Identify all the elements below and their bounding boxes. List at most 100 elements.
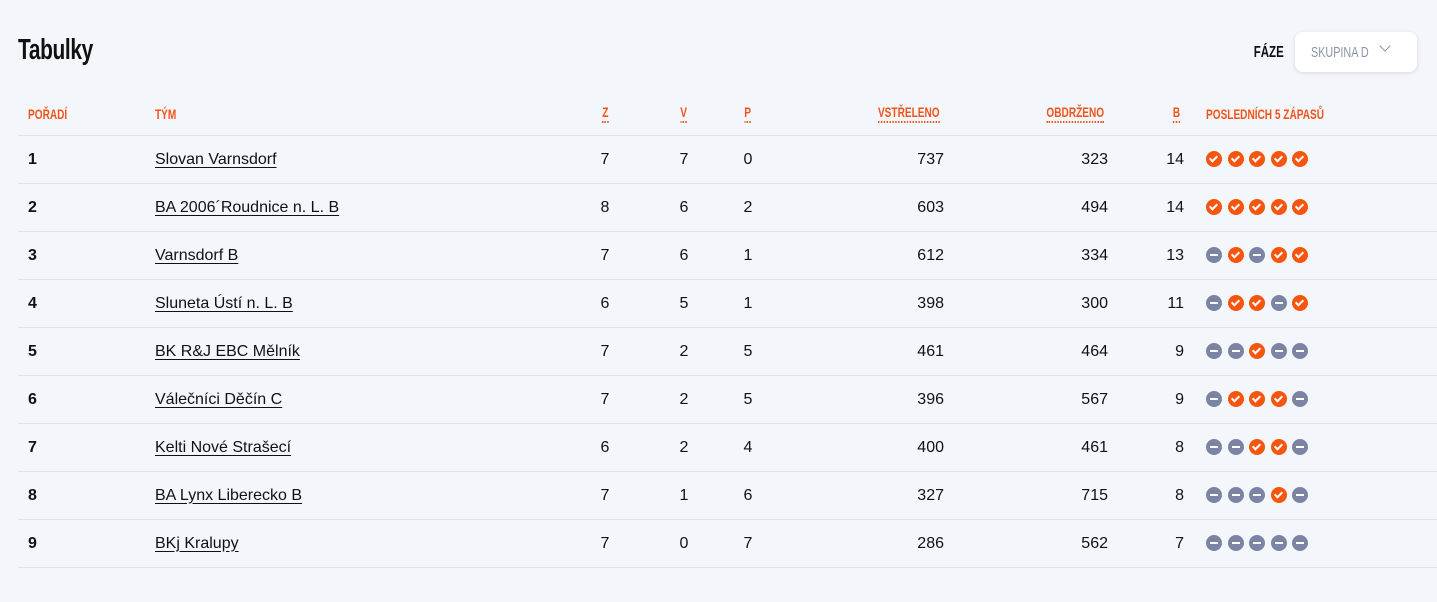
team-link[interactable]: Slovan Varnsdorf	[155, 150, 277, 168]
header-team: TÝM	[155, 105, 177, 122]
losses-cell: 5	[723, 327, 773, 376]
win-check-icon	[1270, 487, 1287, 504]
win-check-icon	[1292, 151, 1308, 168]
header-conceded[interactable]: OBDRŽENO	[1046, 104, 1104, 123]
played-cell: 6	[565, 279, 645, 328]
team-link[interactable]: BKj Kralupy	[155, 534, 239, 552]
loss-minus-icon	[1227, 535, 1244, 552]
loss-minus-icon	[1227, 343, 1244, 360]
wins-cell: 5	[645, 279, 723, 328]
last5-cell	[1186, 423, 1437, 472]
points-cell: 14	[1110, 183, 1186, 232]
team-link[interactable]: BA Lynx Liberecko B	[155, 486, 303, 504]
points-cell: 9	[1110, 327, 1186, 376]
rank-cell: 6	[18, 375, 155, 424]
conceded-cell: 461	[946, 423, 1110, 472]
win-check-icon	[1270, 247, 1287, 264]
team-link[interactable]: Varnsdorf B	[155, 246, 239, 264]
wins-cell: 7	[645, 135, 723, 184]
loss-minus-icon	[1206, 391, 1222, 408]
played-cell: 7	[565, 471, 645, 520]
scored-cell: 603	[773, 183, 946, 232]
win-check-icon	[1270, 391, 1287, 408]
last5-cell	[1186, 135, 1437, 184]
table-row: 5 BK R&J EBC Mělník 7 2 5 461 464 9	[18, 327, 1437, 376]
table-row: 9 BKj Kralupy 7 0 7 286 562 7	[18, 519, 1437, 568]
loss-minus-icon	[1292, 535, 1308, 552]
wins-cell: 0	[645, 519, 723, 568]
conceded-cell: 323	[946, 135, 1110, 184]
win-check-icon	[1249, 439, 1265, 456]
win-check-icon	[1227, 247, 1244, 264]
chevron-down-icon	[1379, 40, 1391, 52]
team-link[interactable]: BK R&J EBC Mělník	[155, 342, 300, 360]
header-rank: POŘADÍ	[28, 105, 68, 122]
phase-select[interactable]: SKUPINA D	[1295, 32, 1417, 72]
team-link[interactable]: Válečníci Děčín C	[155, 390, 283, 408]
rank-cell: 4	[18, 279, 155, 328]
team-link[interactable]: Sluneta Ústí n. L. B	[155, 294, 293, 312]
loss-minus-icon	[1292, 487, 1308, 504]
loss-minus-icon	[1292, 391, 1308, 408]
rank-cell: 9	[18, 519, 155, 568]
rank-cell: 8	[18, 471, 155, 520]
scored-cell: 400	[773, 423, 946, 472]
loss-minus-icon	[1270, 295, 1287, 312]
scored-cell: 398	[773, 279, 946, 328]
table-row: 7 Kelti Nové Strašecí 6 2 4 400 461 8	[18, 423, 1437, 472]
win-check-icon	[1227, 295, 1244, 312]
loss-minus-icon	[1270, 535, 1287, 552]
losses-cell: 4	[723, 423, 773, 472]
losses-cell: 6	[723, 471, 773, 520]
win-check-icon	[1270, 151, 1287, 168]
loss-minus-icon	[1270, 343, 1287, 360]
win-check-icon	[1227, 391, 1244, 408]
loss-minus-icon	[1249, 247, 1265, 264]
losses-cell: 0	[723, 135, 773, 184]
scored-cell: 327	[773, 471, 946, 520]
last5-cell	[1186, 519, 1437, 568]
standings-table: POŘADÍ TÝM Z V P VSTŘELENO OBDRŽENO B PO…	[18, 92, 1437, 568]
header-losses[interactable]: P	[744, 104, 752, 123]
conceded-cell: 567	[946, 375, 1110, 424]
win-check-icon	[1249, 151, 1265, 168]
last5-cell	[1186, 327, 1437, 376]
table-row: 1 Slovan Varnsdorf 7 7 0 737 323 14	[18, 135, 1437, 184]
rank-cell: 7	[18, 423, 155, 472]
page-title: Tabulky	[18, 34, 93, 66]
played-cell: 7	[565, 327, 645, 376]
win-check-icon	[1227, 151, 1244, 168]
win-check-icon	[1249, 343, 1265, 360]
conceded-cell: 464	[946, 327, 1110, 376]
header-scored[interactable]: VSTŘELENO	[878, 104, 940, 123]
points-cell: 11	[1110, 279, 1186, 328]
table-row: 8 BA Lynx Liberecko B 7 1 6 327 715 8	[18, 471, 1437, 520]
loss-minus-icon	[1206, 247, 1222, 264]
loss-minus-icon	[1227, 439, 1244, 456]
loss-minus-icon	[1206, 295, 1222, 312]
loss-minus-icon	[1206, 343, 1222, 360]
loss-minus-icon	[1292, 439, 1308, 456]
header-played[interactable]: Z	[601, 104, 609, 123]
points-cell: 7	[1110, 519, 1186, 568]
phase-select-value: SKUPINA D	[1311, 44, 1369, 61]
rank-cell: 3	[18, 231, 155, 280]
header-wins[interactable]: V	[680, 104, 688, 123]
header-points[interactable]: B	[1172, 104, 1180, 123]
points-cell: 8	[1110, 423, 1186, 472]
played-cell: 7	[565, 135, 645, 184]
scored-cell: 286	[773, 519, 946, 568]
conceded-cell: 715	[946, 471, 1110, 520]
team-link[interactable]: Kelti Nové Strašecí	[155, 438, 292, 456]
points-cell: 8	[1110, 471, 1186, 520]
played-cell: 7	[565, 231, 645, 280]
table-row: 6 Válečníci Děčín C 7 2 5 396 567 9	[18, 375, 1437, 424]
win-check-icon	[1227, 199, 1244, 216]
played-cell: 6	[565, 423, 645, 472]
team-link[interactable]: BA 2006´Roudnice n. L. B	[155, 198, 340, 216]
played-cell: 8	[565, 183, 645, 232]
win-check-icon	[1292, 199, 1308, 216]
win-check-icon	[1292, 295, 1308, 312]
table-row: 2 BA 2006´Roudnice n. L. B 8 6 2 603 494 14	[18, 183, 1437, 232]
wins-cell: 6	[645, 231, 723, 280]
